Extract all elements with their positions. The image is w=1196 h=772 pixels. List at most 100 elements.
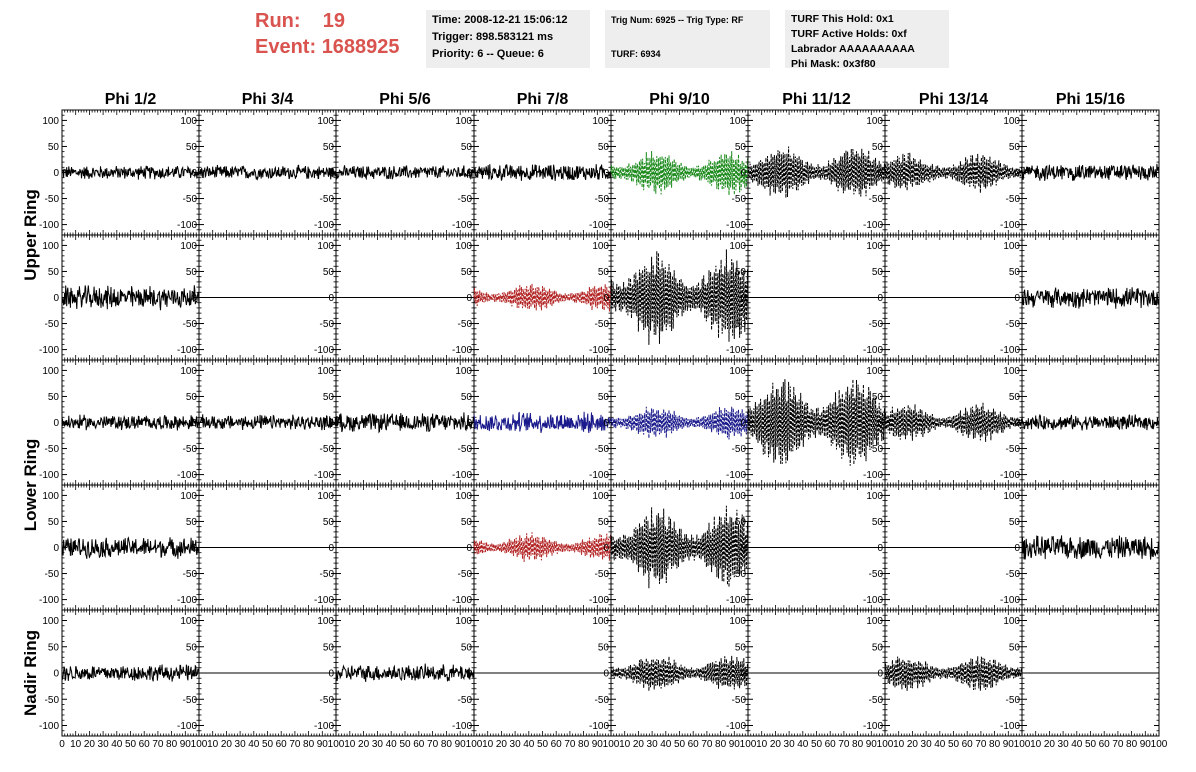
- trignum-line: Trig Num: 6925 -- Trig Type: RF: [611, 15, 744, 25]
- y-tick-label: -100: [177, 220, 197, 231]
- y-tick-label: -50: [1006, 444, 1021, 455]
- y-tick-label: 100: [729, 491, 746, 502]
- y-tick-label: -100: [39, 345, 59, 356]
- y-tick-label: 100: [729, 241, 746, 252]
- y-tick-label: 0: [740, 543, 746, 554]
- y-tick-label: -50: [458, 319, 473, 330]
- y-tick-label: 0: [603, 543, 609, 554]
- y-tick-label: 50: [461, 142, 473, 153]
- y-tick-label: 0: [328, 168, 334, 179]
- y-tick-label: 0: [1014, 293, 1020, 304]
- y-tick-label: -50: [1006, 319, 1021, 330]
- waveform-trace: [610, 150, 749, 196]
- y-tick-label: 50: [48, 267, 60, 278]
- phi-mask-line: Phi Mask: 0x3f80: [791, 58, 876, 70]
- y-tick-label: -50: [732, 319, 747, 330]
- run-row: Run: 19: [255, 8, 400, 34]
- y-tick-label: -100: [314, 595, 334, 606]
- waveform-trace: [1021, 163, 1160, 181]
- y-tick-label: 0: [877, 168, 883, 179]
- waveform-trace: [610, 406, 749, 440]
- y-tick-label: -50: [869, 444, 884, 455]
- y-tick-label: -100: [452, 220, 472, 231]
- y-tick-label: -100: [314, 470, 334, 481]
- y-tick-label: 50: [598, 267, 610, 278]
- y-tick-label: -100: [726, 595, 746, 606]
- y-tick-label: -100: [726, 220, 746, 231]
- column-header: Phi 11/12: [782, 91, 851, 108]
- y-tick-label: -50: [595, 319, 610, 330]
- run-event-header: Run: 19 Event: 1688925: [255, 8, 400, 60]
- turf-line: TURF: 6934: [611, 49, 661, 59]
- y-tick-label: 0: [740, 293, 746, 304]
- y-tick-label: 0: [53, 543, 59, 554]
- y-tick-label: 0: [466, 418, 472, 429]
- y-tick-label: 0: [603, 293, 609, 304]
- labrador-line: Labrador AAAAAAAAAA: [791, 43, 915, 55]
- waveform-trace: [335, 165, 475, 181]
- y-tick-label: 50: [598, 142, 610, 153]
- y-tick-label: 50: [48, 142, 60, 153]
- y-tick-label: 100: [317, 491, 334, 502]
- y-tick-label: 100: [592, 116, 609, 127]
- y-tick-label: 0: [191, 293, 197, 304]
- y-tick-label: -50: [320, 194, 335, 205]
- y-tick-label: -50: [45, 569, 60, 580]
- y-tick-label: 0: [53, 293, 59, 304]
- waveform-trace: [473, 164, 612, 181]
- y-tick-label: -50: [458, 194, 473, 205]
- y-tick-label: -50: [320, 319, 335, 330]
- y-tick-label: 0: [53, 418, 59, 429]
- y-tick-label: 50: [461, 267, 473, 278]
- y-tick-label: 50: [186, 267, 198, 278]
- y-tick-label: -100: [863, 220, 883, 231]
- y-tick-label: 0: [740, 168, 746, 179]
- y-tick-label: 100: [317, 241, 334, 252]
- y-tick-label: 100: [42, 241, 59, 252]
- y-tick-label: 50: [323, 517, 335, 528]
- y-tick-label: -50: [732, 194, 747, 205]
- y-tick-label: 100: [42, 491, 59, 502]
- event-label: Event:: [255, 36, 317, 58]
- waveform-trace: [61, 285, 200, 311]
- y-tick-label: -50: [320, 444, 335, 455]
- y-tick-label: 100: [42, 116, 59, 127]
- waveform-trace: [335, 412, 475, 434]
- y-tick-label: 100: [866, 366, 883, 377]
- y-tick-label: -50: [732, 569, 747, 580]
- column-header: Phi 7/8: [517, 91, 569, 108]
- y-tick-label: 100: [592, 241, 609, 252]
- y-tick-label: 0: [466, 543, 472, 554]
- y-tick-label: 100: [180, 116, 197, 127]
- y-tick-label: 0: [191, 418, 197, 429]
- y-tick-label: 50: [1009, 517, 1021, 528]
- y-tick-label: -100: [177, 345, 197, 356]
- waveform-trace: [198, 414, 337, 431]
- y-tick-label: -100: [177, 595, 197, 606]
- y-tick-label: -100: [177, 470, 197, 481]
- y-tick-label: -50: [183, 194, 198, 205]
- trigger-info-box: Trig Num: 6925 -- Trig Type: RF TURF: 69…: [605, 10, 770, 68]
- event-row: Event: 1688925: [255, 34, 400, 60]
- y-tick-label: -100: [39, 595, 59, 606]
- waveform-trace: [610, 249, 749, 345]
- waveform-trace: [473, 532, 612, 562]
- turf-info-box: TURF This Hold: 0x1 TURF Active Holds: 0…: [785, 10, 949, 70]
- y-tick-label: 100: [180, 241, 197, 252]
- y-tick-label: -50: [458, 569, 473, 580]
- y-tick-label: 50: [1009, 267, 1021, 278]
- waveform-trace: [747, 379, 886, 466]
- waveform-trace: [747, 146, 886, 198]
- waveform-trace: [1021, 287, 1160, 309]
- y-tick-label: 0: [1014, 418, 1020, 429]
- y-tick-label: 50: [186, 142, 198, 153]
- y-tick-label: -100: [726, 345, 746, 356]
- y-tick-label: -50: [45, 444, 60, 455]
- y-tick-label: 100: [592, 491, 609, 502]
- ring-label: Upper Ring: [21, 189, 40, 281]
- y-tick-label: 50: [1009, 142, 1021, 153]
- y-tick-label: 50: [186, 392, 198, 403]
- y-tick-label: -50: [45, 194, 60, 205]
- column-header: Phi 1/2: [105, 91, 157, 108]
